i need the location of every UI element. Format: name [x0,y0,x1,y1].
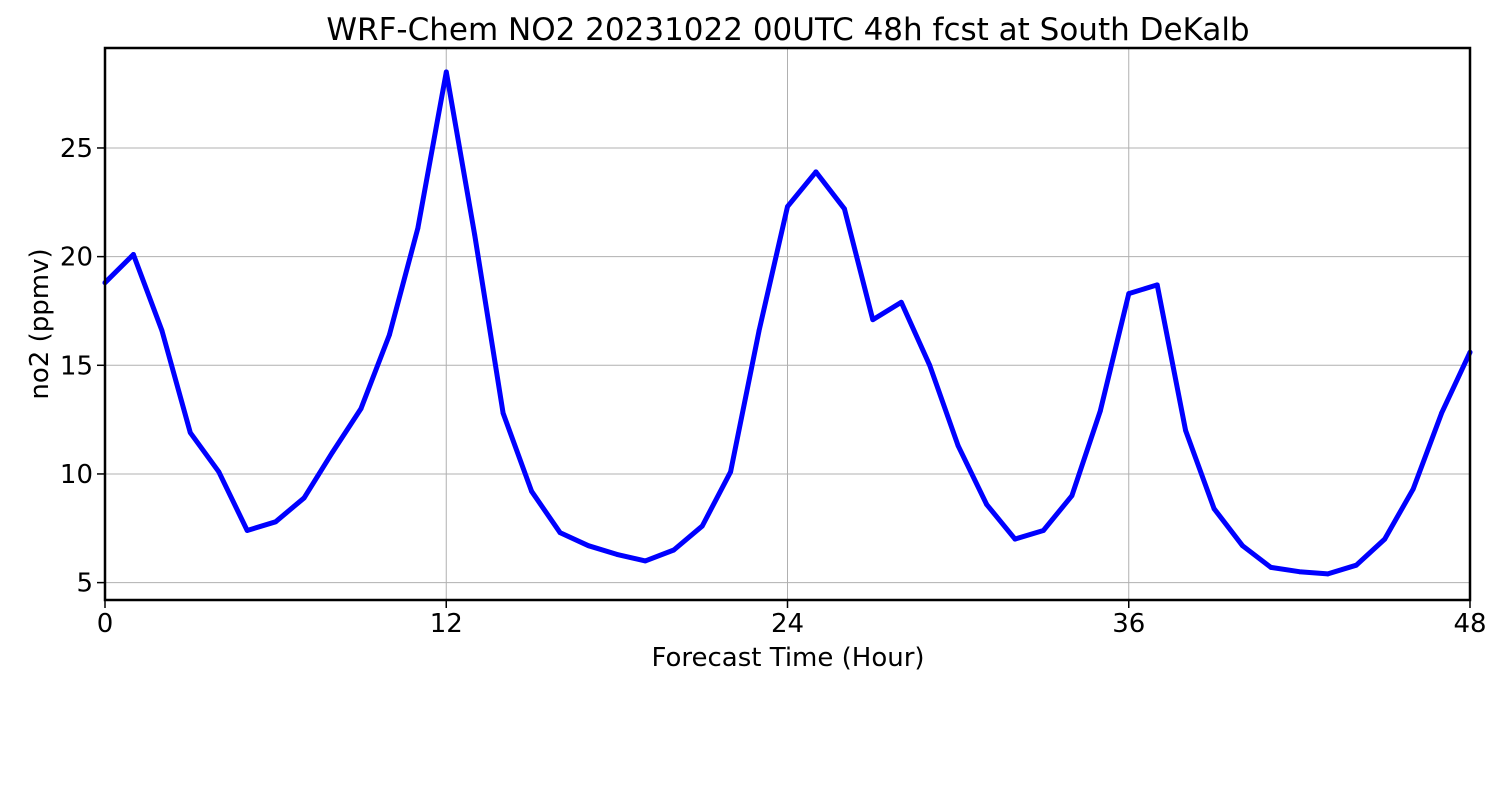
x-axis-label: Forecast Time (Hour) [651,643,924,673]
tick-layer: 0 12 24 36 48 5 10 15 20 25 [60,134,1487,639]
data-point [1382,536,1388,542]
data-point [1240,543,1245,549]
data-point [1097,408,1103,414]
data-point [216,469,222,475]
data-point [984,501,989,507]
data-point [301,495,307,501]
data-point [159,328,165,333]
data-point [244,528,250,533]
data-point [1126,291,1132,296]
data-point [1410,486,1416,492]
data-point [131,252,136,257]
data-point [1154,282,1160,288]
y-tick-label: 15 [60,351,93,381]
data-point [500,410,506,416]
y-tick-label: 25 [60,134,93,164]
x-tick-label: 12 [430,609,463,639]
data-point [386,332,392,338]
y-tick-label: 5 [76,569,93,599]
data-point [1012,536,1018,542]
data-point [1296,569,1302,575]
data-point [415,225,421,231]
y-tick-label: 20 [60,243,93,273]
data-point [841,206,847,212]
data-point [1041,528,1046,533]
x-tick-label: 24 [771,609,804,639]
data-point [955,443,961,449]
x-tick-label: 36 [1112,609,1145,639]
data-point [699,523,705,529]
data-point [671,547,677,553]
data-point [443,69,449,75]
data-point [586,543,591,549]
data-point [642,558,648,564]
y-axis-label: no2 (ppmv) [25,248,55,399]
data-point [898,299,904,305]
x-tick-label: 0 [97,609,114,639]
data-point [1268,565,1274,570]
data-point [870,317,876,323]
data-point [927,362,933,368]
data-point [1439,410,1444,416]
data-point [1353,562,1359,568]
data-point [187,430,193,436]
data-point [358,406,364,412]
data-point [1325,571,1331,577]
chart-title: WRF-Chem NO2 20231022 00UTC 48h fcst at … [326,12,1249,48]
data-point [1183,428,1189,433]
data-point [728,469,734,475]
x-tick-label: 48 [1453,609,1486,639]
y-tick-label: 10 [60,460,93,490]
data-point [614,551,620,557]
data-point [813,169,819,175]
data-point [472,232,478,238]
data-point [557,530,563,536]
data-point [1069,493,1075,499]
data-point [330,449,335,455]
data-point [1211,506,1217,512]
data-point [273,519,279,525]
data-point [756,328,762,333]
data-point [529,488,534,494]
data-point [785,204,790,210]
